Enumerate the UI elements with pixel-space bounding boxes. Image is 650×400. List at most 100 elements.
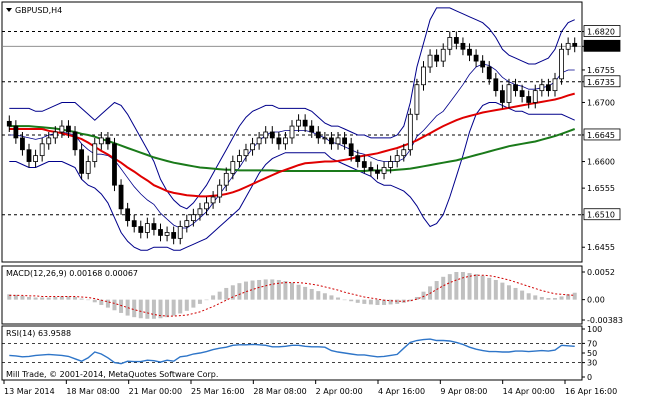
candle bbox=[85, 155, 91, 180]
dropdown-triangle-icon[interactable] bbox=[6, 8, 12, 12]
macd-histogram-bar bbox=[191, 299, 196, 308]
candle bbox=[263, 126, 269, 144]
rsi-indicator-label: RSI(14) 63.9588 bbox=[6, 329, 71, 338]
macd-histogram-bar bbox=[447, 274, 452, 300]
candle bbox=[269, 126, 275, 144]
macd-histogram-bar bbox=[243, 281, 248, 300]
candle bbox=[39, 137, 45, 162]
candle-body bbox=[85, 161, 91, 174]
candle-body bbox=[355, 155, 361, 162]
macd-histogram-bar bbox=[382, 299, 387, 305]
macd-panel[interactable]: MACD(12,26,9) 0.00168 0.00067 bbox=[1, 265, 583, 325]
macd-histogram-bar bbox=[7, 294, 12, 300]
macd-histogram-bar bbox=[559, 296, 564, 300]
current-price-tag bbox=[583, 39, 621, 52]
candle bbox=[407, 108, 413, 156]
macd-histogram-bar bbox=[566, 294, 571, 300]
candle-body bbox=[381, 167, 387, 174]
candle-body bbox=[256, 137, 262, 145]
candle bbox=[302, 114, 308, 132]
macd-histogram-bar bbox=[184, 299, 189, 311]
ma-fast-line bbox=[9, 92, 575, 198]
price-panel[interactable]: GBPUSD,H4 bbox=[1, 1, 583, 263]
macd-histogram-bar bbox=[230, 285, 235, 300]
price-level-tag bbox=[583, 25, 621, 37]
candle-body bbox=[190, 214, 196, 222]
candle-body bbox=[368, 167, 374, 171]
candle-body bbox=[473, 54, 479, 62]
macd-histogram-bar bbox=[171, 299, 176, 316]
macd-histogram-bar bbox=[552, 298, 557, 300]
candle bbox=[197, 202, 203, 221]
macd-histogram-bar bbox=[336, 297, 341, 300]
macd-histogram-bar bbox=[513, 287, 518, 300]
macd-histogram-bar bbox=[296, 284, 301, 300]
candle-body bbox=[480, 60, 486, 68]
candle-body bbox=[20, 137, 25, 151]
candle bbox=[361, 155, 367, 174]
macd-histogram-bar bbox=[526, 293, 531, 300]
macd-histogram-bar bbox=[99, 299, 104, 305]
macd-histogram bbox=[7, 272, 577, 319]
symbol-header[interactable]: GBPUSD,H4 bbox=[6, 6, 62, 15]
candle-body bbox=[342, 137, 347, 145]
macd-histogram-bar bbox=[493, 279, 498, 300]
candle bbox=[546, 78, 551, 97]
candle-body bbox=[388, 161, 394, 168]
macd-histogram-bar bbox=[342, 299, 347, 301]
candle bbox=[368, 161, 374, 177]
candle-body bbox=[112, 143, 117, 186]
candle bbox=[276, 132, 282, 150]
candle bbox=[414, 78, 420, 121]
candle-body bbox=[486, 66, 492, 80]
candle bbox=[335, 132, 341, 150]
candle bbox=[98, 132, 104, 150]
candle bbox=[112, 137, 117, 192]
rsi-panel[interactable]: RSI(14) 63.9588 Mill Trade, © 2001-2014,… bbox=[1, 325, 583, 381]
macd-histogram-bar bbox=[572, 292, 577, 300]
candle-body bbox=[499, 90, 505, 103]
rsi-tick-label: 70 bbox=[587, 339, 597, 348]
candle-body bbox=[460, 42, 466, 50]
price-tick-label: 1.6700 bbox=[587, 98, 615, 107]
price-level-tag bbox=[583, 208, 621, 221]
macd-histogram-bar bbox=[520, 290, 525, 300]
price-tick-label: 1.6510 bbox=[587, 211, 615, 220]
macd-histogram-bar bbox=[59, 296, 64, 300]
macd-histogram-bar bbox=[27, 296, 32, 300]
price-tick-label: 1.6735 bbox=[587, 78, 615, 87]
candle bbox=[283, 132, 288, 150]
candle-body bbox=[414, 84, 420, 115]
macd-tick-label: -0.00383 bbox=[587, 316, 623, 325]
macd-histogram-bar bbox=[276, 279, 281, 300]
macd-histogram-bar bbox=[349, 299, 354, 302]
candle bbox=[237, 149, 242, 168]
candle bbox=[250, 137, 255, 156]
candle-body bbox=[440, 48, 446, 62]
candle bbox=[467, 43, 472, 62]
macd-histogram-bar bbox=[316, 291, 321, 300]
candle bbox=[20, 132, 25, 156]
candle-body bbox=[493, 78, 499, 92]
time-axis: 13 Mar 2014 18 Mar 08:00 21 Mar 00:00 25 Ma… bbox=[3, 380, 617, 396]
candle-body bbox=[467, 48, 472, 56]
candle bbox=[204, 197, 209, 215]
macd-histogram-bar bbox=[33, 297, 38, 300]
candle-body bbox=[250, 143, 255, 151]
candle-body bbox=[237, 155, 242, 162]
candle-body bbox=[572, 42, 578, 47]
candle bbox=[460, 37, 466, 56]
price-tick-label: 1.6645 bbox=[587, 131, 615, 140]
candle bbox=[243, 143, 249, 162]
candle bbox=[171, 226, 177, 245]
candle bbox=[499, 84, 505, 109]
candle-body bbox=[151, 223, 157, 230]
candle-body bbox=[204, 202, 209, 210]
candle bbox=[184, 214, 190, 233]
candle-body bbox=[552, 78, 558, 92]
candle-body bbox=[158, 229, 163, 236]
macd-histogram-bar bbox=[125, 299, 130, 316]
